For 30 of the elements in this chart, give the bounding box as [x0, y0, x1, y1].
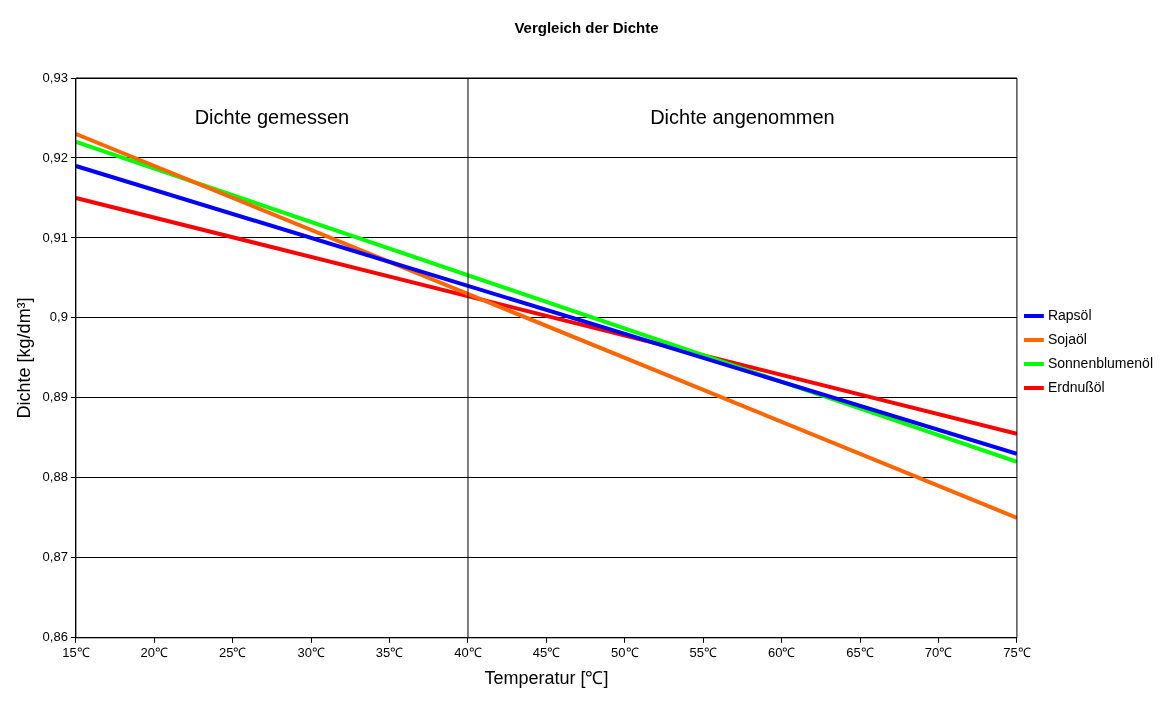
y-tick-label: 0,91	[42, 229, 68, 245]
y-tick-label: 0,88	[42, 469, 68, 485]
x-axis-title: Temperatur [℃]	[484, 668, 609, 689]
y-tick-label: 0,89	[42, 389, 68, 405]
legend-label: Rapsöl	[1047, 306, 1092, 323]
x-tick-label: 60℃	[767, 645, 796, 661]
y-tick-label: 0,87	[42, 549, 68, 565]
x-tick-label: 75℃	[1003, 645, 1031, 661]
legend-label: Erdnußöl	[1047, 378, 1105, 395]
y-tick-label: 0,86	[42, 629, 68, 645]
x-tick-label: 45℃	[532, 645, 561, 661]
legend-label: Sonnenblumenöl	[1047, 354, 1154, 371]
x-tick-label: 70℃	[924, 645, 953, 661]
x-tick-label: 55℃	[689, 645, 717, 661]
x-tick-label: 30℃	[297, 645, 325, 661]
legend-label: Sojaöl	[1047, 330, 1087, 347]
annotation: Dichte angenommen	[650, 105, 835, 128]
y-tick-label: 0,93	[42, 69, 68, 85]
x-tick-label: 20℃	[140, 645, 169, 661]
x-tick-label: 65℃	[846, 645, 874, 661]
y-axis-title: Dichte [kg/dm³]	[13, 297, 34, 419]
chart-title: Vergleich der Dichte	[514, 19, 659, 37]
x-tick-label: 40℃	[454, 645, 482, 661]
x-tick-label: 25℃	[219, 645, 247, 661]
x-tick-label: 15℃	[62, 645, 90, 661]
x-tick-label: 50℃	[611, 645, 639, 661]
annotation: Dichte gemessen	[194, 105, 350, 128]
y-tick-label: 0,9	[49, 309, 68, 325]
x-tick-label: 35℃	[375, 645, 404, 661]
y-tick-label: 0,92	[42, 149, 68, 165]
